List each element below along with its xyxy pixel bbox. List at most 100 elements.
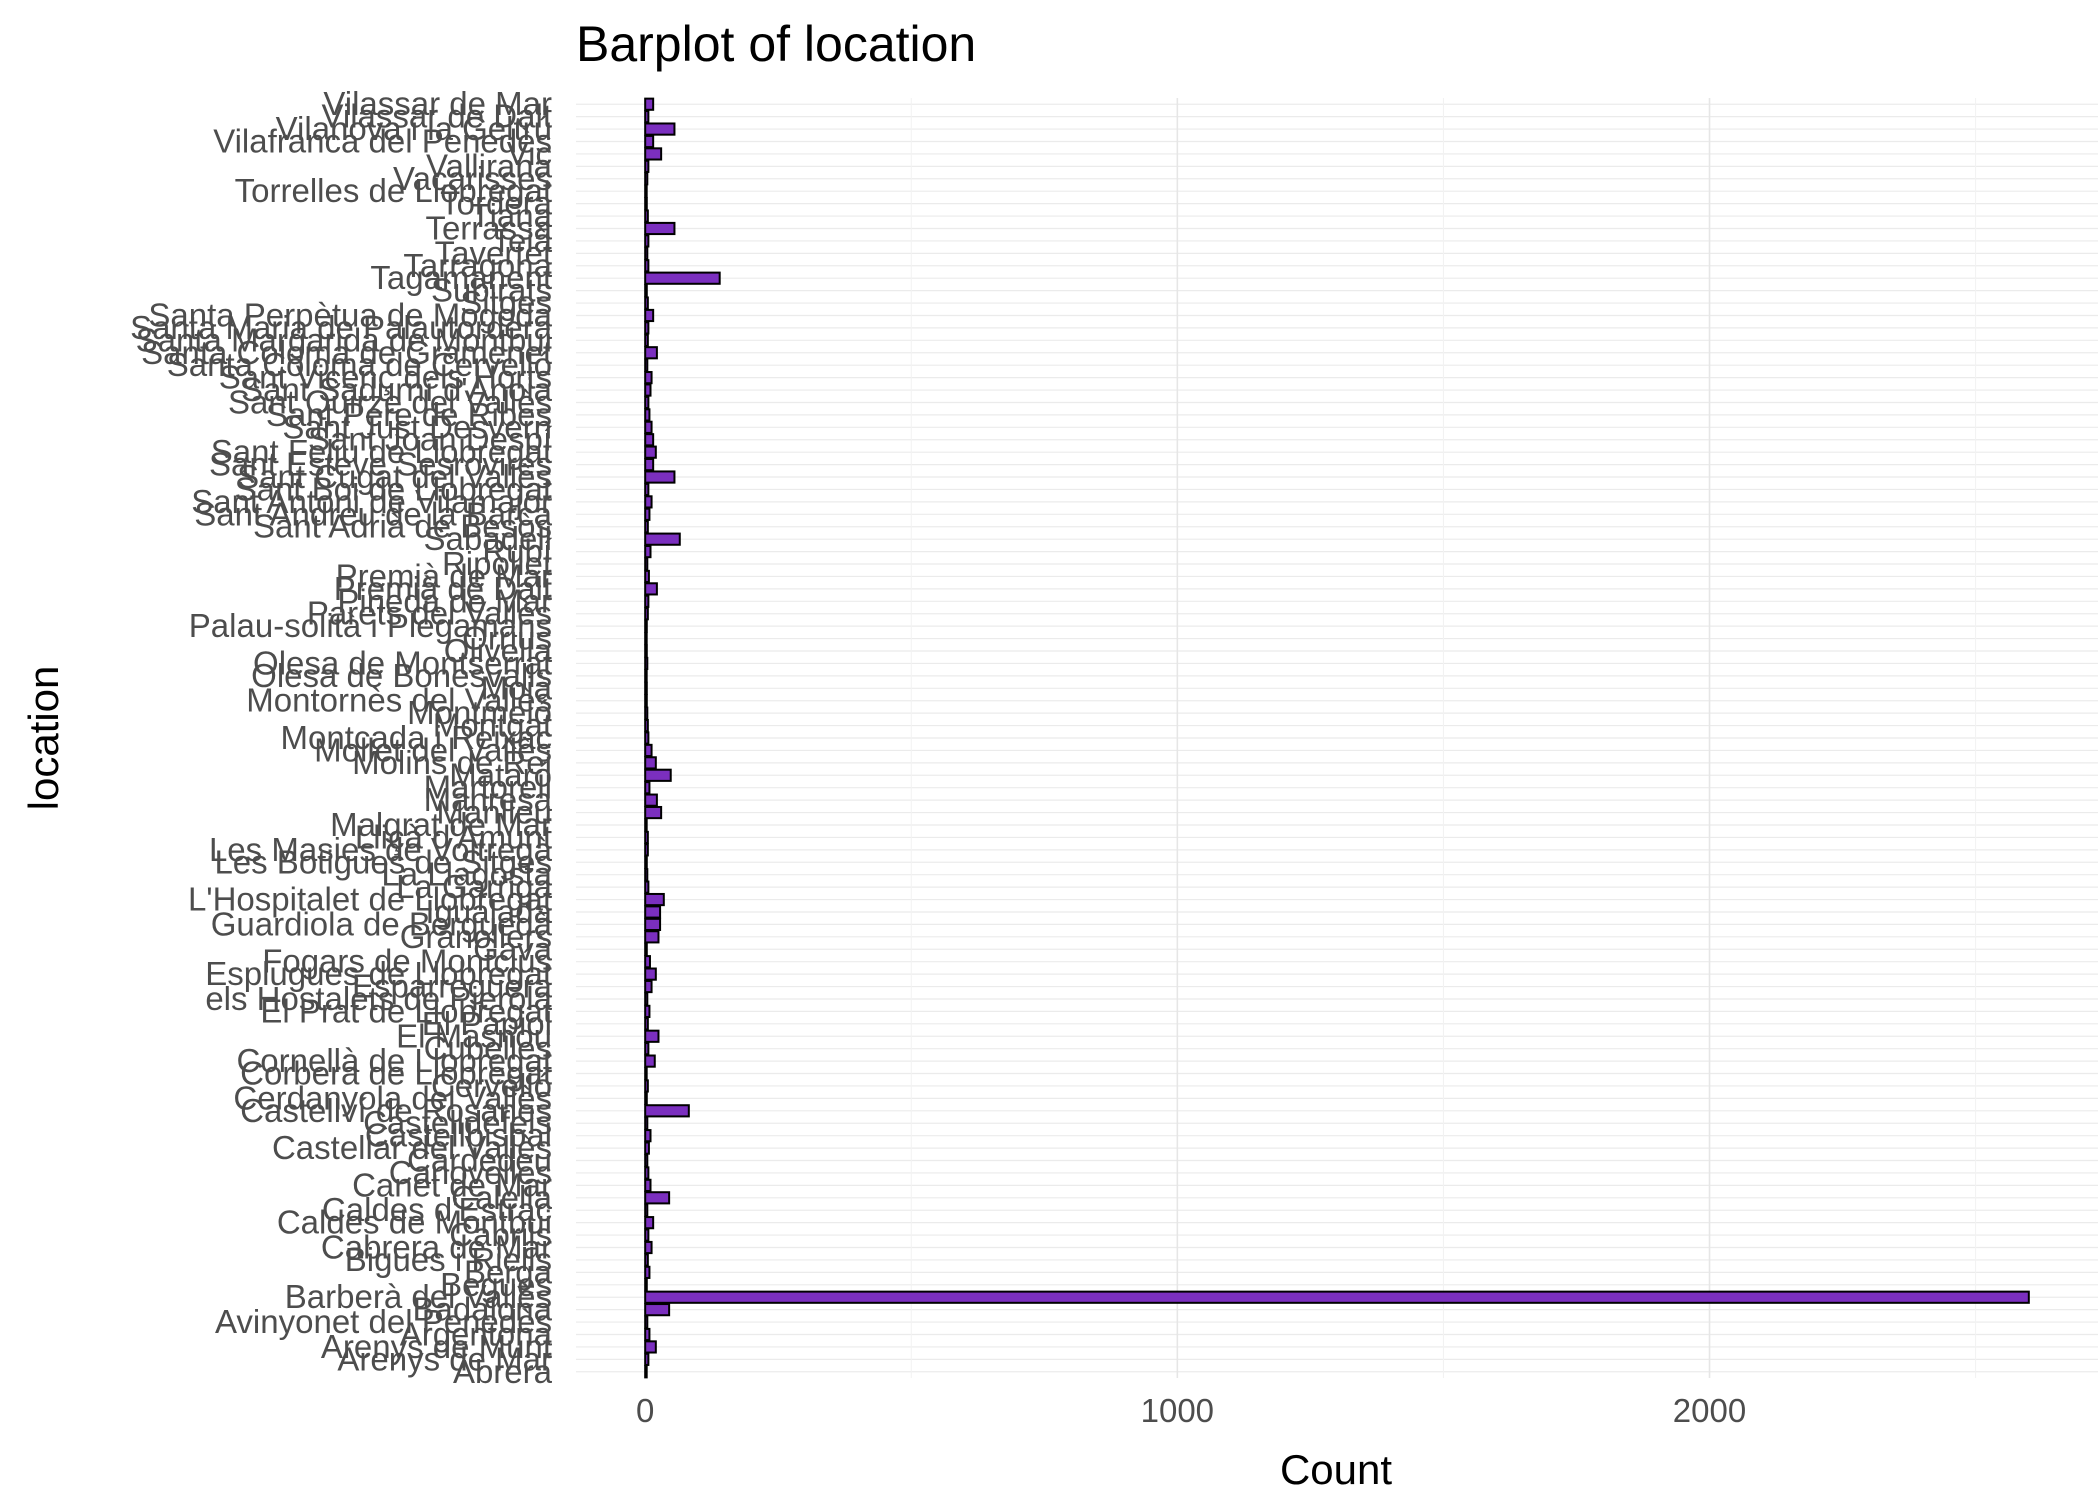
bar	[644, 1153, 649, 1168]
y-tick-label: Montgat	[433, 707, 552, 744]
bar	[644, 979, 653, 994]
x-tick-labels: 0 1000 2000	[636, 1392, 1746, 1429]
y-tick-label: Fogars de Montclús	[262, 943, 552, 980]
y-tick-label: Santa Margarida de Montbui	[136, 321, 552, 358]
bar	[644, 371, 653, 385]
y-tick-label: Premià de Mar	[336, 557, 552, 594]
y-tick-label: Castellbisbal	[365, 1117, 552, 1154]
bar	[644, 731, 650, 745]
x-axis-title: Count	[1280, 1446, 1392, 1493]
bar	[644, 1327, 651, 1342]
y-tick-label: Sant Cugat del Vallès	[237, 458, 552, 495]
bar	[644, 1228, 650, 1242]
y-tick-label: Esparreguera	[352, 968, 553, 1005]
y-tick-label: Esplugues de Llobregat	[205, 955, 552, 992]
y-tick-label: Santa Maria de Palautordera	[130, 309, 553, 346]
bar	[644, 1290, 2030, 1304]
y-tick-label: Lliçà d'Amunt	[355, 818, 552, 855]
bar	[644, 681, 648, 695]
bar	[644, 1042, 650, 1056]
y-tick-label: Tarragona	[403, 247, 552, 284]
y-tick-label: Tordera	[440, 185, 553, 222]
y-tick-label: Olesa de Montserrat	[253, 644, 552, 681]
bar	[644, 159, 650, 173]
bar	[644, 756, 657, 770]
y-tick-label: Berga	[464, 1253, 553, 1290]
bar	[644, 507, 651, 521]
bar	[644, 284, 648, 298]
y-tick-label: Canet de Mar	[352, 1166, 552, 1203]
bar	[644, 619, 648, 633]
bar	[644, 1315, 649, 1329]
y-tick-label: Cabrils	[449, 1216, 552, 1253]
y-tick-label: Olivella	[444, 632, 553, 669]
bar	[644, 532, 681, 546]
y-tick-label: Caldes de Montbui	[277, 1204, 552, 1241]
y-tick-label: Vilanova i la Geltrú	[276, 110, 552, 147]
bar	[644, 644, 648, 658]
y-tick-label: Sant Boi de Llobregat	[235, 470, 552, 507]
bar	[644, 1303, 671, 1317]
y-tick-label: Montcada i Reixac	[281, 719, 552, 756]
bar	[644, 718, 649, 733]
bars	[644, 97, 2030, 1379]
bar	[644, 706, 649, 720]
bar	[644, 383, 652, 397]
y-tick-label: Montmeló	[407, 694, 552, 731]
bar	[644, 569, 650, 584]
bar	[644, 818, 648, 832]
bar	[644, 1079, 649, 1093]
y-tick-label: Òrrius	[462, 620, 552, 657]
bar	[644, 296, 649, 310]
y-tick-label: Mollet del Vallès	[314, 731, 552, 768]
bar	[644, 557, 649, 571]
y-tick-label: Palau-solità i Plegamans	[189, 607, 552, 644]
bar	[644, 669, 648, 683]
bar	[644, 308, 655, 323]
y-tick-label: Arenys de Munt	[321, 1328, 552, 1365]
y-tick-label: Avinyonet del Penedès	[215, 1303, 552, 1340]
bar	[644, 433, 655, 447]
bar	[644, 1178, 652, 1192]
bar	[644, 110, 650, 124]
y-tick-label: Santa Coloma de Gramenet	[141, 334, 552, 371]
bar	[644, 134, 655, 149]
bar	[644, 607, 649, 621]
y-tick-label: Santa Perpètua de Mogoda	[148, 296, 552, 333]
y-tick-label: Cervelló	[431, 1067, 552, 1104]
bar	[644, 1091, 648, 1105]
y-tick-label: Sant Andreu de la Barca	[194, 495, 552, 532]
bar	[644, 458, 655, 472]
y-tick-label: Malgrat de Mar	[330, 806, 552, 843]
bar	[644, 197, 648, 211]
y-tick-label: Tavertet	[435, 234, 552, 271]
bar	[644, 1365, 648, 1379]
y-tick-label: Argentona	[400, 1316, 553, 1353]
bar	[644, 1278, 648, 1292]
y-tick-label: els Hostalets de Pierola	[205, 980, 552, 1017]
bar	[644, 1166, 650, 1180]
y-tick-label: Santa Coloma de Cervelló	[167, 346, 552, 383]
y-tick-label: Canovelles	[389, 1154, 552, 1191]
y-tick-label: Sitges	[460, 284, 552, 321]
y-tick-label: Subirats	[431, 272, 552, 309]
y-tick-label: El Masnou	[396, 1017, 552, 1054]
bar	[644, 246, 649, 260]
y-tick-label: Igualada	[425, 893, 552, 930]
bar	[644, 395, 650, 410]
bar	[644, 1004, 651, 1018]
x-tick-label: 0	[636, 1392, 654, 1429]
y-tick-label: Caldes d'Estrac	[322, 1191, 552, 1228]
y-tick-label: Sant Joan Despí	[308, 421, 552, 458]
bar	[644, 656, 649, 671]
bar	[644, 1340, 657, 1354]
y-tick-label: Calella	[451, 1179, 553, 1216]
bar	[644, 942, 648, 956]
x-tick-label: 2000	[1673, 1392, 1746, 1429]
y-tick-label: Teià	[491, 222, 552, 259]
y-tick-label: Barberà del Vallès	[285, 1278, 552, 1315]
bar	[644, 1141, 650, 1155]
bar	[644, 408, 651, 422]
y-tick-label: Cornellà de Llobregat	[236, 1042, 552, 1079]
bar	[644, 694, 648, 708]
